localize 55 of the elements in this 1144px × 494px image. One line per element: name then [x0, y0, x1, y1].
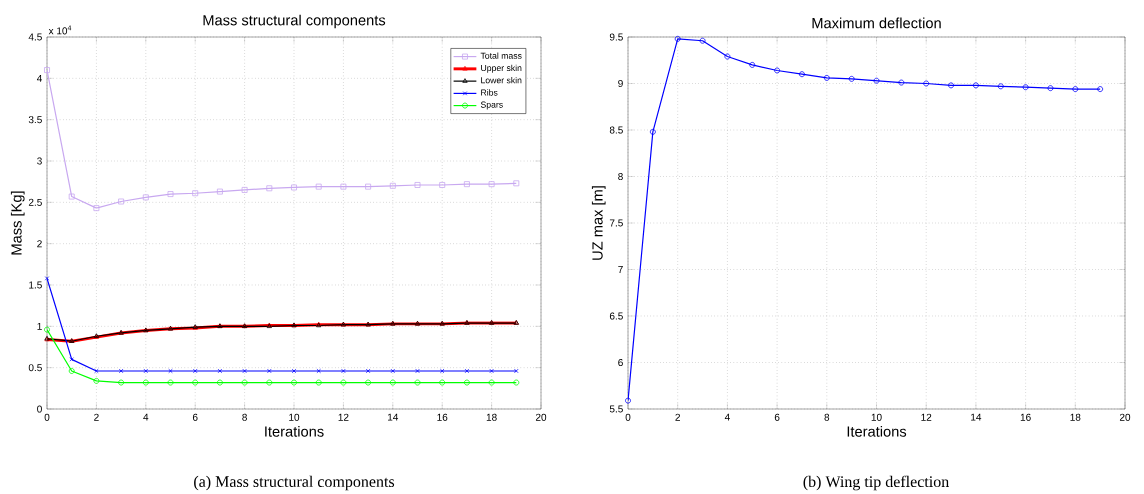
legend-label: Spars	[480, 101, 503, 110]
x-tick-label: 16	[1020, 413, 1031, 421]
y-tick-label: 8.5	[609, 126, 623, 134]
y-tick-label: 4.5	[28, 33, 42, 41]
y-axis-title: Mass [Kg]	[10, 191, 25, 255]
x-tick-label: 0	[625, 413, 631, 421]
y-tick-label: 1	[37, 322, 42, 330]
y-tick-label: 2.5	[28, 198, 42, 206]
y-tick-label: 9.5	[609, 33, 623, 41]
x-tick-label: 10	[871, 413, 882, 421]
y-tick-label: 7.5	[609, 219, 623, 227]
y-tick-label: 6	[618, 358, 623, 367]
legend-label: Ribs	[481, 89, 498, 96]
text: (a) Mass structural components	[194, 475, 395, 491]
x-tick-label: 4	[724, 413, 730, 421]
y-tick-label: 2	[37, 240, 42, 248]
text: (b) Wing tip deflection	[803, 475, 949, 491]
x-tick-label: 20	[535, 413, 547, 421]
x-tick-label: 10	[289, 413, 300, 421]
y-tick-label: 3	[37, 157, 42, 165]
y-axis-title: UZ max [m]	[591, 186, 606, 260]
legend-label: Upper skin	[481, 64, 522, 73]
x-tick-label: 16	[437, 413, 448, 421]
chart-title: Mass structural components	[203, 14, 386, 29]
x-tick-label: 14	[971, 413, 982, 421]
y-tick-label: 0	[37, 405, 42, 413]
x-tick-label: 4	[143, 413, 149, 421]
x-tick-label: 8	[824, 413, 830, 421]
x-axis-title: Iterations	[265, 425, 324, 437]
x-tick-label: 8	[242, 413, 247, 421]
x-tick-label: 0	[44, 413, 50, 421]
x-tick-label: 2	[675, 413, 680, 421]
x-axis-title: Iterations	[847, 425, 907, 437]
y-tick-label: 6.5	[609, 312, 623, 320]
y-tick-label: 0.5	[28, 364, 42, 372]
x-tick-label: 6	[774, 413, 780, 421]
y-tick-label: 3.5	[28, 116, 42, 124]
y-tick-label: 9	[618, 79, 623, 88]
text: x 10$^{4}$	[48, 25, 72, 35]
chart-title: Maximum deflection	[812, 17, 941, 29]
x-tick-label: 2	[94, 413, 99, 421]
y-tick-label: 8	[618, 172, 623, 181]
x-tick-label: 18	[486, 413, 497, 421]
y-tick-label: 4	[36, 74, 43, 82]
y-tick-label: 5.5	[609, 405, 623, 413]
x-tick-label: 12	[338, 413, 349, 421]
x-tick-label: 6	[192, 413, 198, 421]
y-tick-label: 1.5	[29, 281, 42, 289]
legend-label: Lower skin	[481, 77, 522, 84]
y-tick-label: 7	[618, 266, 623, 273]
x-tick-label: 14	[388, 413, 399, 421]
x-tick-label: 18	[1070, 413, 1081, 421]
legend-label: Total mass	[480, 52, 522, 59]
x-tick-label: 20	[1119, 413, 1131, 421]
x-tick-label: 12	[921, 413, 932, 421]
